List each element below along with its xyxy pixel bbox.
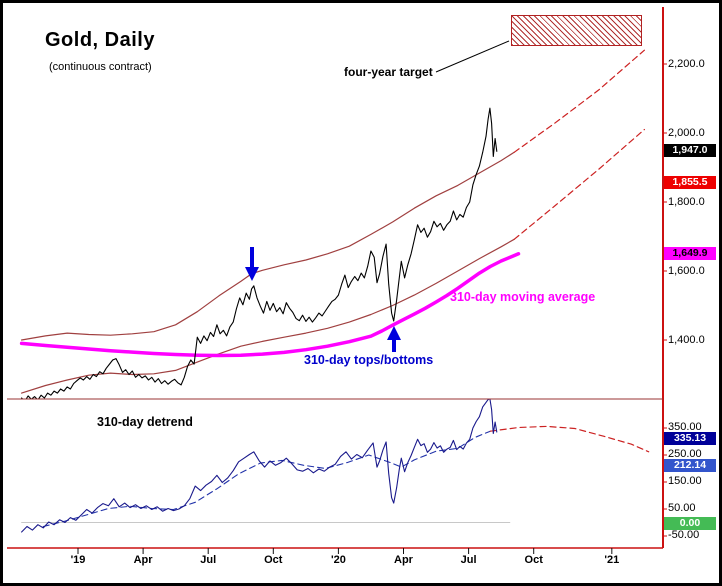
detrend-axis-label: 350.00 bbox=[668, 421, 702, 433]
detrend-axis-label: 50.00 bbox=[668, 502, 696, 514]
upper-channel-projection-line bbox=[513, 49, 646, 153]
x-axis-label: Oct bbox=[264, 554, 283, 566]
four-year-target-box bbox=[511, 15, 642, 46]
four-year-target-label: four-year target bbox=[344, 65, 433, 79]
price-axis-label: 2,200.0 bbox=[668, 58, 705, 70]
x-axis-label: '19 bbox=[70, 554, 86, 566]
price-badge: 1,855.5 bbox=[664, 175, 716, 189]
price-axis-label: 1,400.0 bbox=[668, 334, 705, 346]
x-axis-label: Apr bbox=[394, 554, 413, 566]
lower-channel-projection-line bbox=[513, 128, 646, 240]
x-axis-label: '21 bbox=[604, 554, 620, 566]
x-axis-label: Oct bbox=[524, 554, 543, 566]
x-axis-label: Apr bbox=[133, 554, 153, 566]
detrend-label: 310-day detrend bbox=[97, 415, 193, 429]
detrend-badge: 335.13 bbox=[664, 432, 716, 445]
310-day-moving-average-line bbox=[19, 252, 521, 358]
detrend-line bbox=[21, 399, 498, 533]
trough-up-arrow-head bbox=[387, 326, 401, 340]
detrend-axis-label: 250.00 bbox=[668, 448, 702, 460]
page-title: Gold, Daily bbox=[45, 29, 155, 51]
detrend-badge: 212.14 bbox=[664, 459, 716, 473]
detrend-smoothed-line bbox=[42, 430, 491, 528]
price-axis-label: 1,800.0 bbox=[668, 196, 705, 208]
detrend-axis-label: -50.00 bbox=[668, 529, 700, 541]
target-pointer-line bbox=[435, 40, 510, 73]
gold-price-line bbox=[21, 107, 498, 399]
price-badge: 1,649.9 bbox=[664, 246, 716, 260]
tops-bottoms-label: 310-day tops/bottoms bbox=[304, 353, 434, 367]
x-axis-label: Jul bbox=[460, 554, 477, 566]
x-axis-label: Jul bbox=[200, 554, 217, 566]
detrend-badge: 0.00 bbox=[664, 516, 716, 530]
price-axis-label: 1,600.0 bbox=[668, 265, 705, 277]
price-badge: 1,947.0 bbox=[664, 144, 716, 158]
peak-down-arrow-head bbox=[245, 267, 259, 281]
detrend-projection-line bbox=[489, 425, 650, 453]
upper-channel-line bbox=[21, 151, 515, 341]
price-axis-label: 2,000.0 bbox=[668, 127, 705, 139]
x-axis-label: '20 bbox=[330, 554, 346, 566]
detrend-axis-label: 150.00 bbox=[668, 475, 702, 487]
page-subtitle: (continuous contract) bbox=[49, 61, 152, 73]
chart-canvas bbox=[7, 7, 667, 554]
moving-average-label: 310-day moving average bbox=[450, 290, 596, 304]
lower-channel-line bbox=[21, 238, 515, 394]
